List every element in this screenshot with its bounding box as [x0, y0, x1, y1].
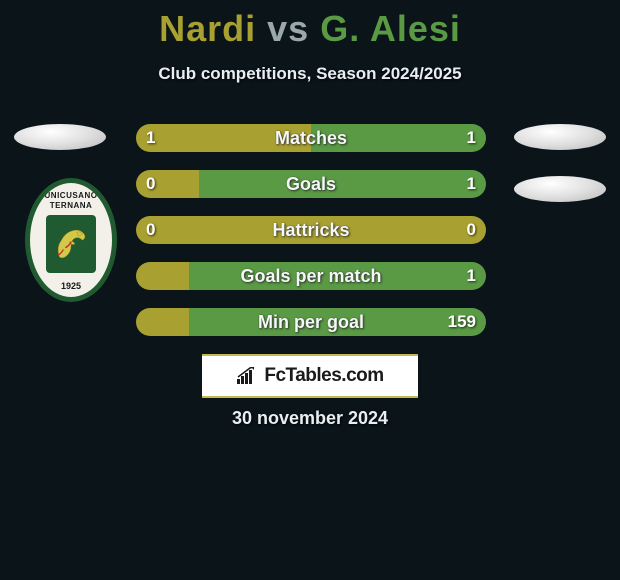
comparison-title: Nardi vs G. Alesi — [0, 0, 620, 50]
stat-row: Matches11 — [136, 124, 486, 152]
brand-text: FcTables.com — [264, 365, 383, 387]
stat-label: Matches — [136, 124, 486, 152]
stat-label: Goals per match — [136, 262, 486, 290]
player1-placeholder-icon — [14, 124, 106, 150]
date-text: 30 november 2024 — [0, 408, 620, 429]
player2-name: G. Alesi — [320, 8, 461, 49]
brand-chart-icon — [236, 367, 258, 385]
player2-club-placeholder-icon — [514, 176, 606, 202]
player1-name: Nardi — [159, 8, 256, 49]
stats-bars: Matches11 Goals01 Hattricks00 Goals per mat… — [136, 124, 486, 354]
badge-text-top: UNICUSANO — [45, 191, 98, 200]
badge-text-mid: TERNANA — [50, 201, 93, 210]
stat-row: Goals per match1 — [136, 262, 486, 290]
stat-row: Hattricks00 — [136, 216, 486, 244]
vs-separator: vs — [267, 8, 309, 49]
badge-oval: UNICUSANO TERNANA 1925 — [25, 178, 117, 302]
stat-label: Hattricks — [136, 216, 486, 244]
badge-year: 1925 — [30, 281, 112, 291]
badge-text: UNICUSANO TERNANA — [36, 191, 106, 211]
player2-placeholder-icon — [514, 124, 606, 150]
player1-club-badge: UNICUSANO TERNANA 1925 — [25, 178, 117, 302]
stat-label: Min per goal — [136, 308, 486, 336]
brand-box: FcTables.com — [202, 354, 418, 398]
dragon-icon — [52, 221, 90, 263]
stat-row: Goals01 — [136, 170, 486, 198]
subtitle-text: Club competitions, Season 2024/2025 — [0, 64, 620, 84]
stat-label: Goals — [136, 170, 486, 198]
stat-row: Min per goal159 — [136, 308, 486, 336]
